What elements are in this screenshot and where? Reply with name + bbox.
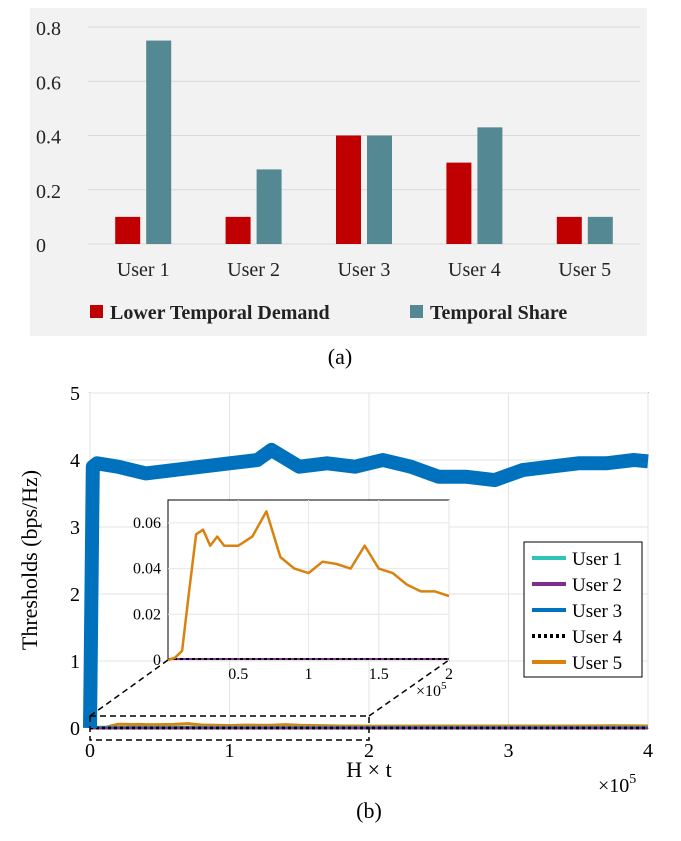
bar-temporal-share-user-1 <box>146 40 172 244</box>
bar-lower-temporal-demand-user-5 <box>556 216 582 244</box>
inset-x-exponent: ×105 <box>416 680 447 700</box>
bar-lower-temporal-demand-user-2 <box>225 216 251 244</box>
x-tick-label: 1 <box>225 740 235 762</box>
legend-label-user-2: User 2 <box>572 575 622 596</box>
zoom-connector-left <box>89 659 169 717</box>
legend-swatch-temporal-share <box>410 305 423 318</box>
inset-series-line-user-5 <box>167 510 450 662</box>
panel-a-y-ticks: 0 0.2 0.4 0.6 0.8 <box>36 18 61 257</box>
legend-swatch-lower-temporal-demand <box>90 305 103 318</box>
zoom-indicator <box>89 659 450 741</box>
bar-lower-temporal-demand-user-3 <box>336 135 361 244</box>
zoom-region-box <box>89 715 370 741</box>
inset-y-tick-label: 0.06 <box>133 515 161 532</box>
legend-label-user-4: User 4 <box>572 627 623 648</box>
legend-label-lower-temporal-demand: Lower Temporal Demand <box>110 302 330 324</box>
legend-label-user-3: User 3 <box>572 601 622 622</box>
y-tick-label: 0.8 <box>36 18 61 40</box>
inset-x-tick-label: 1.5 <box>369 666 389 683</box>
inset-y-ticks: 0 0.02 0.04 0.06 <box>133 515 161 669</box>
x-tick-label: 0 <box>85 740 95 762</box>
legend-label-user-1: User 1 <box>572 549 622 570</box>
x-axis-exponent: ×105 <box>598 772 636 797</box>
category-label-user-2: User 2 <box>227 259 280 281</box>
inset-x-tick-label: 0.5 <box>228 666 248 683</box>
y-tick-label: 0.2 <box>36 181 61 203</box>
inset-y-tick-label: 0 <box>153 652 161 669</box>
inset-series-lines <box>167 510 450 662</box>
y-tick-label: 4 <box>70 450 80 472</box>
panel-a-caption: (a) <box>328 344 352 369</box>
series-line-user-3 <box>83 442 649 729</box>
panel-b-x-ticks: 0 1 2 3 4 <box>85 740 653 762</box>
inset-y-tick-label: 0.04 <box>133 561 161 578</box>
category-label-user-1: User 1 <box>117 259 170 281</box>
inset-x-tick-label: 1 <box>305 666 313 683</box>
panel-b-y-ticks: 0 1 2 3 4 5 <box>70 383 80 740</box>
y-tick-label: 3 <box>70 517 80 539</box>
panel-a-legend: Lower Temporal Demand Temporal Share <box>90 302 567 324</box>
panel-b-caption: (b) <box>356 798 382 823</box>
y-tick-label: 0.6 <box>36 72 61 94</box>
panel-a-bars <box>115 40 613 244</box>
y-tick-label: 0.4 <box>36 127 61 149</box>
x-tick-label: 3 <box>504 740 514 762</box>
x-tick-label: 2 <box>364 740 374 762</box>
zoom-connector-right <box>368 659 450 717</box>
bar-temporal-share-user-3 <box>367 135 392 244</box>
category-label-user-3: User 3 <box>338 259 391 281</box>
bar-temporal-share-user-4 <box>477 127 503 244</box>
inset-plot: 0.5 1 1.5 2 0 0.02 0.04 0.06 ×105 <box>133 499 453 700</box>
y-tick-label: 5 <box>70 383 80 405</box>
y-tick-label: 1 <box>70 651 80 673</box>
panel-a: 00.20.40.60.8 User 1 User 2 User 3 User 4 Us… <box>30 8 647 369</box>
panel-b: 0 1 2 3 4 0 1 2 3 4 5 0.5 1 1.5 2 0 0.02 0.04 0.06 ×105… <box>17 383 653 823</box>
y-tick-label: 2 <box>70 584 80 606</box>
inset-gridlines <box>168 500 450 661</box>
legend-label-temporal-share: Temporal Share <box>430 302 567 324</box>
inset-x-ticks: 0.5 1 1.5 2 <box>228 666 453 683</box>
x-axis-label: H × t <box>346 757 391 782</box>
category-label-user-4: User 4 <box>448 259 501 281</box>
panel-b-series-lines <box>83 442 649 730</box>
y-tick-label: 0 <box>36 235 46 257</box>
x-tick-label: 4 <box>643 740 653 762</box>
bar-lower-temporal-demand-user-1 <box>115 216 141 244</box>
panel-a-category-labels: User 1 User 2 User 3 User 4 User 5 <box>117 259 611 281</box>
inset-y-tick-label: 0.02 <box>133 606 161 623</box>
panel-b-legend: User 1 User 2 User 3 User 4 User 5 <box>523 541 643 678</box>
bar-lower-temporal-demand-user-4 <box>446 162 472 244</box>
legend-label-user-5: User 5 <box>572 653 622 674</box>
panel-a-gridlines <box>88 26 640 245</box>
y-tick-label: 0 <box>70 718 80 740</box>
y-axis-label: Thresholds (bps/Hz) <box>17 470 42 650</box>
inset-x-tick-label: 2 <box>445 666 453 683</box>
bar-temporal-share-user-2 <box>256 169 282 244</box>
category-label-user-5: User 5 <box>558 259 611 281</box>
bar-temporal-share-user-5 <box>587 216 613 244</box>
